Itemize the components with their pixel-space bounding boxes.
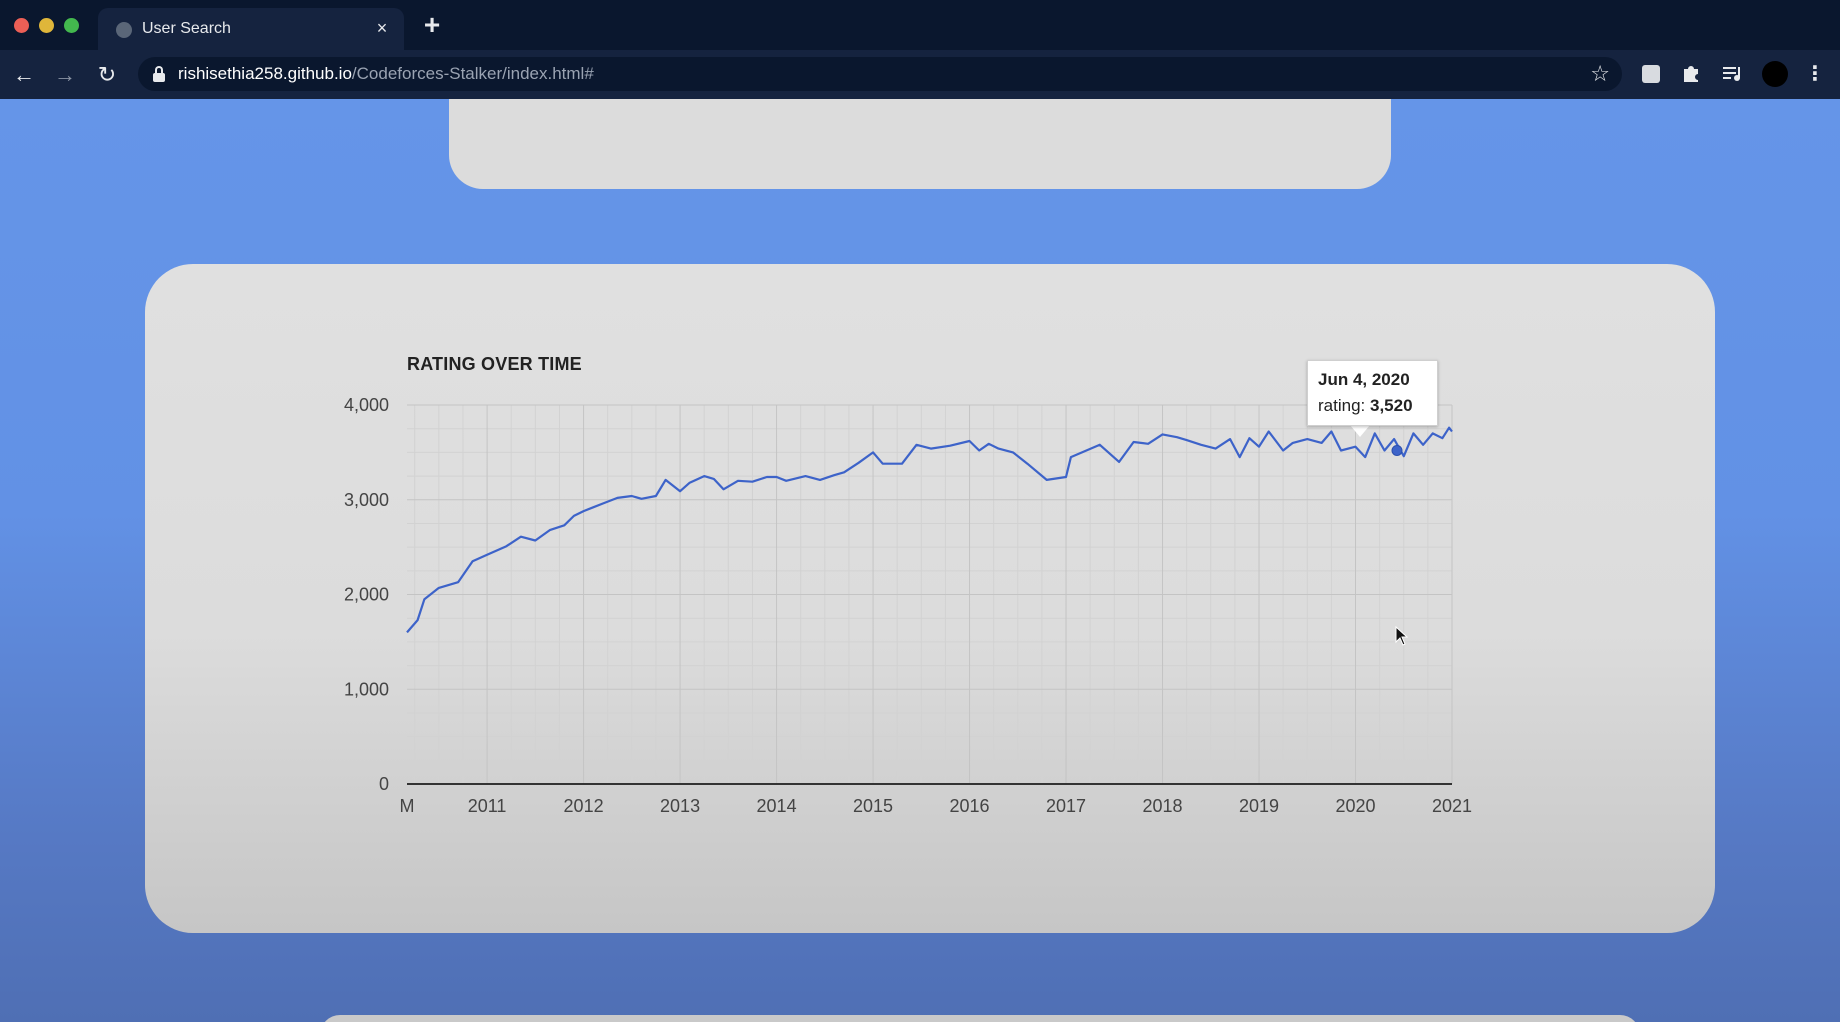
tooltip-row: rating: 3,520 xyxy=(1318,396,1427,416)
browser-tab[interactable]: User Search × xyxy=(98,8,404,50)
x-tick-label: 2020 xyxy=(1335,796,1375,816)
minimize-window-button[interactable] xyxy=(39,18,54,33)
x-tick-label: 2018 xyxy=(1143,796,1183,816)
y-tick-label: 2,000 xyxy=(344,585,389,605)
x-tick-label: 2014 xyxy=(757,796,797,816)
page-viewport[interactable]: RATING OVER TIME M 2011 2012 2013 2014 2015 20… xyxy=(0,99,1840,1022)
x-tick-label: 2015 xyxy=(853,796,893,816)
rating-line-chart[interactable]: M 2011 2012 2013 2014 2015 2016 2017 2018 2019 202… xyxy=(145,264,1715,933)
extension-icon[interactable] xyxy=(1639,62,1663,86)
highlighted-point xyxy=(1392,445,1402,455)
maximize-window-button[interactable] xyxy=(64,18,79,33)
bookmark-star-icon[interactable]: ☆ xyxy=(1590,61,1610,87)
x-tick-label: 2013 xyxy=(660,796,700,816)
address-bar[interactable]: rishisethia258.github.io/Codeforces-Stal… xyxy=(138,57,1622,91)
y-tick-label: 4,000 xyxy=(344,395,389,415)
close-icon[interactable]: × xyxy=(372,18,392,38)
tooltip-date: Jun 4, 2020 xyxy=(1318,370,1427,390)
y-tick-label: 1,000 xyxy=(344,679,389,699)
back-arrow-icon[interactable]: ← xyxy=(11,62,37,88)
new-tab-button[interactable]: + xyxy=(418,12,446,40)
url-text[interactable]: rishisethia258.github.io/Codeforces-Stal… xyxy=(178,64,594,84)
x-tick-label: 2021 xyxy=(1432,796,1472,816)
x-tick-label: 2011 xyxy=(468,796,507,816)
more-menu-icon[interactable]: ⋮ xyxy=(1803,62,1827,86)
x-tick-label: 2012 xyxy=(564,796,604,816)
close-window-button[interactable] xyxy=(14,18,29,33)
y-tick-label: 3,000 xyxy=(344,490,389,510)
avatar[interactable] xyxy=(1762,61,1788,87)
x-tick-label: 2016 xyxy=(950,796,990,816)
forward-arrow-icon[interactable]: → xyxy=(52,62,78,88)
url-host: rishisethia258.github.io xyxy=(178,64,352,83)
url-path: /Codeforces-Stalker/index.html# xyxy=(352,64,594,83)
top-card xyxy=(449,99,1391,189)
y-tick-label: 0 xyxy=(379,774,389,794)
bottom-card xyxy=(320,1015,1640,1022)
x-tick-label: 2019 xyxy=(1239,796,1279,816)
lock-icon[interactable] xyxy=(152,66,166,82)
tooltip-label: rating: xyxy=(1318,396,1365,415)
tooltip-value: 3,520 xyxy=(1370,396,1413,415)
x-tick-label: 2017 xyxy=(1046,796,1086,816)
mouse-pointer-icon xyxy=(1395,626,1409,646)
browser-titlebar: User Search × + xyxy=(0,0,1840,50)
globe-icon xyxy=(116,22,132,38)
media-queue-icon[interactable] xyxy=(1720,62,1744,86)
browser-toolbar: ← → ↻ rishisethia258.github.io/Codeforce… xyxy=(0,50,1840,99)
chart-tooltip: Jun 4, 2020 rating: 3,520 xyxy=(1307,360,1438,426)
x-tick-label: M xyxy=(400,796,415,816)
rating-line xyxy=(407,428,1452,633)
rating-chart-card: RATING OVER TIME M 2011 2012 2013 2014 2015 20… xyxy=(145,264,1715,933)
puzzle-icon[interactable] xyxy=(1679,62,1703,86)
reload-icon[interactable]: ↻ xyxy=(94,62,120,88)
tab-title: User Search xyxy=(142,20,231,38)
tooltip-tail xyxy=(1350,425,1370,437)
